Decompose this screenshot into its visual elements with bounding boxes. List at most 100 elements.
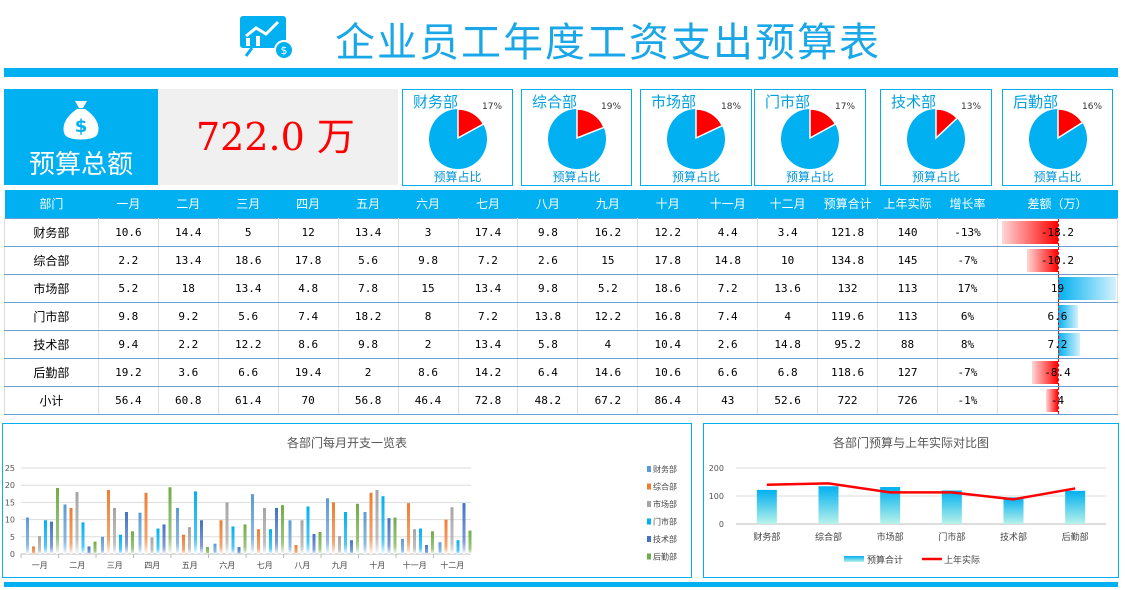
x-tick-label: 二月 [69,561,85,570]
table-cell: 7.2 [697,273,759,303]
bar-市场部 [113,507,116,554]
legend-label: 预算合计 [867,554,903,566]
column-header: 一月 [98,190,159,218]
table-cell: 4 [577,329,639,359]
table-cell: 5.6 [337,245,399,275]
table-cell: 16.2 [577,217,639,247]
bar-综合部 [107,490,110,554]
diff-data-bar [1045,388,1058,412]
table-cell: 2 [397,329,459,359]
diff-data-bar [1057,304,1079,328]
column-header: 五月 [338,190,399,218]
table-cell: 6.6 [217,357,279,387]
zero-axis-line [1057,246,1059,274]
table-cell: 9.2 [157,301,219,331]
column-header: 十一月 [697,190,758,218]
budget-vs-actual-chart: 各部门预算与上年实际对比图 0 100 200 财务部 综合部 市场部 门市部 技术部 后勤部预… [703,423,1119,578]
table-cell: 18.6 [217,245,279,275]
monthly-expense-chart: 各部门每月开支一览表 0 5 10 15 20 25 一月 二月 三月 四月 五月 六月 七月 八月 九月 十… [2,423,692,578]
table-cell: 2.6 [517,245,579,275]
legend-swatch [647,553,651,560]
pie-subtitle: 预算占比 [785,170,834,184]
table-cell: 18 [157,273,219,303]
table-cell: 113 [877,301,939,331]
table-cell: 119.6 [817,301,879,331]
bar-财务部 [26,517,29,554]
x-tick-label: 四月 [144,561,160,570]
pie-dept-name: 后勤部 [1013,93,1059,111]
pie-percent-label: 19% [601,102,622,112]
budget-bar [941,490,962,524]
bar-财务部 [63,504,67,554]
x-tick-label: 三月 [107,561,123,570]
bar-门市部 [306,506,310,554]
bar-门市部 [381,496,385,554]
pie-slice-budget [935,108,959,140]
bar-市场部 [75,492,79,554]
pie-percent-label: 17% [835,102,856,112]
bar-市场部 [263,507,266,554]
y-tick-label: 0 [10,550,15,559]
table-cell: 70 [277,385,339,415]
pie-subtitle: 预算占比 [911,170,960,184]
bar-财务部 [401,538,404,554]
pie-percent-label: 17% [482,102,503,112]
table-cell: -7% [937,357,998,387]
x-tick-label: 八月 [294,561,310,570]
bar-后勤部 [93,541,97,554]
table-cell: 2 [337,357,399,387]
bar-财务部 [438,542,442,554]
table-cell: 67.2 [577,385,639,415]
table-cell: 5.8 [517,329,579,359]
y-tick-label: 5 [10,533,15,542]
chart-title: 各部门每月开支一览表 [286,436,407,450]
table-cell: 118.6 [817,357,879,387]
table-cell: 14.2 [457,357,519,387]
pie-slice-budget [576,108,605,140]
bar-技术部 [87,546,91,554]
table-cell: 6% [937,301,998,331]
bar-综合部 [219,520,223,554]
x-tick-label: 十二月 [440,560,464,570]
x-tick-label: 门市部 [938,531,965,543]
legend-label: 综合部 [653,482,677,492]
table-cell: 726 [877,385,939,415]
x-tick-label: 七月 [257,561,273,570]
page-title: 企业员工年度工资支出预算表 [335,20,881,66]
table-cell: 18.6 [637,273,699,303]
bar-综合部 [144,492,148,554]
table-cell: 14.6 [577,357,639,387]
table-cell: 小计 [4,385,99,415]
bar-后勤部 [393,517,397,554]
budget-bar [1003,497,1024,524]
table-cell: 86.4 [637,385,699,415]
diff-cell: -10.2 [996,245,1119,275]
table-cell: 15 [577,245,639,275]
diff-value: 19 [1050,281,1065,295]
zero-axis-line [1057,218,1059,246]
bar-技术部 [162,524,166,554]
bar-技术部 [350,540,353,554]
x-tick-label: 六月 [219,560,235,570]
table-cell: 3 [397,217,459,247]
table-cell: 46.4 [397,385,459,415]
table-cell: 132 [817,273,879,303]
zero-axis-line [1057,274,1059,302]
table-cell: 43 [697,385,759,415]
column-header: 差额（万） [997,190,1118,218]
chart-money-bag-icon: $ [240,16,294,60]
bar-财务部 [213,543,217,554]
diff-cell: -4 [996,385,1119,415]
table-cell: 52.6 [757,385,819,415]
table-row: 门市部 9.8 9.2 5.6 7.4 18.2 8 7.2 13.8 12.2 16.8 7.4 4 1… [4,301,1119,331]
table-cell: 9.8 [517,217,579,247]
x-tick-label: 十月 [369,560,385,570]
table-cell: 9.4 [97,329,159,359]
y-tick-label: 15 [5,498,15,507]
bar-财务部 [288,520,292,554]
bar-技术部 [425,545,428,554]
column-header: 六月 [398,190,458,218]
table-cell: 113 [877,273,939,303]
diff-cell: 6.6 [996,301,1119,331]
bar-财务部 [138,512,142,554]
